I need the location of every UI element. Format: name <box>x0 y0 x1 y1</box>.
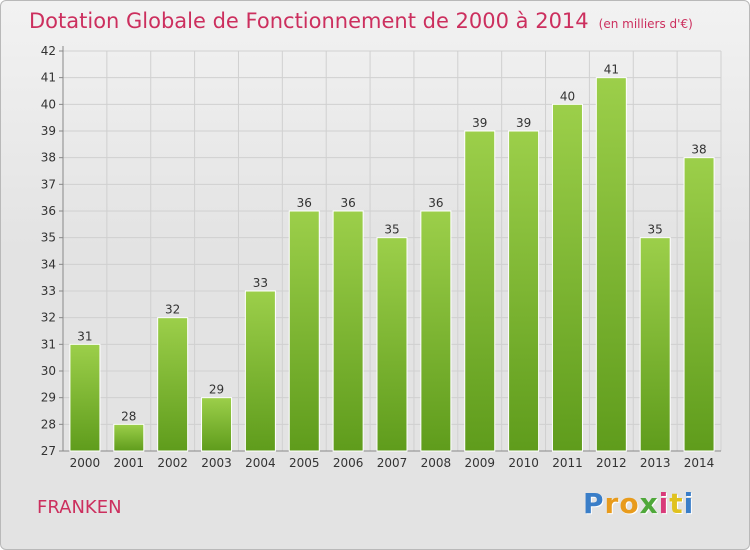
label-layer: 27 28 29 30 31 32 33 34 35 36 37 38 39 40 41 42 31 2000 28… <box>41 44 715 470</box>
x-tick-label: 2000 <box>70 456 101 470</box>
y-tick-label: 37 <box>41 177 56 191</box>
y-tick-label: 41 <box>41 71 56 85</box>
bar-2012 <box>595 77 627 452</box>
y-tick-label: 30 <box>41 364 56 378</box>
x-tick-label: 2004 <box>245 456 276 470</box>
bar-value-label: 36 <box>340 196 355 210</box>
x-tick-label: 2011 <box>552 456 583 470</box>
y-tick-label: 38 <box>41 151 56 165</box>
bar-2001 <box>113 423 145 452</box>
bar-2010 <box>508 130 540 452</box>
y-tick-label: 35 <box>41 231 56 245</box>
bar-value-label: 32 <box>165 303 180 317</box>
x-tick-label: 2006 <box>333 456 364 470</box>
bar-value-label: 36 <box>428 196 443 210</box>
bar-value-label: 38 <box>691 143 706 157</box>
bar-value-label: 40 <box>560 89 575 103</box>
bar-2009 <box>464 130 496 452</box>
bar-value-label: 36 <box>297 196 312 210</box>
chart-title: Dotation Globale de Fonctionnement de 20… <box>29 9 693 33</box>
bar-2003 <box>201 397 233 452</box>
chart-subtitle: (en milliers d'€) <box>598 17 693 31</box>
x-tick-label: 2012 <box>596 456 627 470</box>
bar-2002 <box>157 317 189 452</box>
bar-value-label: 28 <box>121 409 136 423</box>
bar-2007 <box>376 237 408 452</box>
bar-2014 <box>683 157 715 452</box>
x-tick-label: 2002 <box>157 456 188 470</box>
y-tick-label: 40 <box>41 97 56 111</box>
proxiti-logo: Proxiti <box>583 487 695 520</box>
bar-2004 <box>244 290 276 452</box>
bar-2005 <box>288 210 320 452</box>
y-tick-label: 27 <box>41 444 56 458</box>
y-tick-label: 31 <box>41 337 56 351</box>
y-tick-label: 28 <box>41 417 56 431</box>
y-tick-label: 34 <box>41 257 56 271</box>
y-tick-label: 42 <box>41 44 56 58</box>
bar-value-label: 29 <box>209 383 224 397</box>
x-tick-label: 2009 <box>464 456 495 470</box>
bar-value-label: 39 <box>472 116 487 130</box>
bar-value-label: 35 <box>648 223 663 237</box>
bar-value-label: 41 <box>604 63 619 77</box>
x-tick-label: 2010 <box>508 456 539 470</box>
bar-value-label: 33 <box>253 276 268 290</box>
x-tick-label: 2001 <box>114 456 145 470</box>
x-tick-label: 2008 <box>421 456 452 470</box>
y-tick-label: 36 <box>41 204 56 218</box>
x-tick-label: 2014 <box>684 456 715 470</box>
bar-layer <box>69 77 715 452</box>
y-tick-label: 39 <box>41 124 56 138</box>
bar-2013 <box>639 237 671 452</box>
bar-2006 <box>332 210 364 452</box>
bar-value-label: 31 <box>77 329 92 343</box>
bar-value-label: 39 <box>516 116 531 130</box>
place-name: FRANKEN <box>37 497 122 518</box>
y-tick-label: 33 <box>41 284 56 298</box>
bar-value-label: 35 <box>384 223 399 237</box>
bar-2008 <box>420 210 452 452</box>
y-tick-label: 29 <box>41 391 56 405</box>
bar-2000 <box>69 343 101 452</box>
x-tick-label: 2003 <box>201 456 232 470</box>
y-tick-label: 32 <box>41 311 56 325</box>
x-tick-label: 2005 <box>289 456 320 470</box>
x-tick-label: 2007 <box>377 456 408 470</box>
x-tick-label: 2013 <box>640 456 671 470</box>
bar-2011 <box>551 103 583 452</box>
